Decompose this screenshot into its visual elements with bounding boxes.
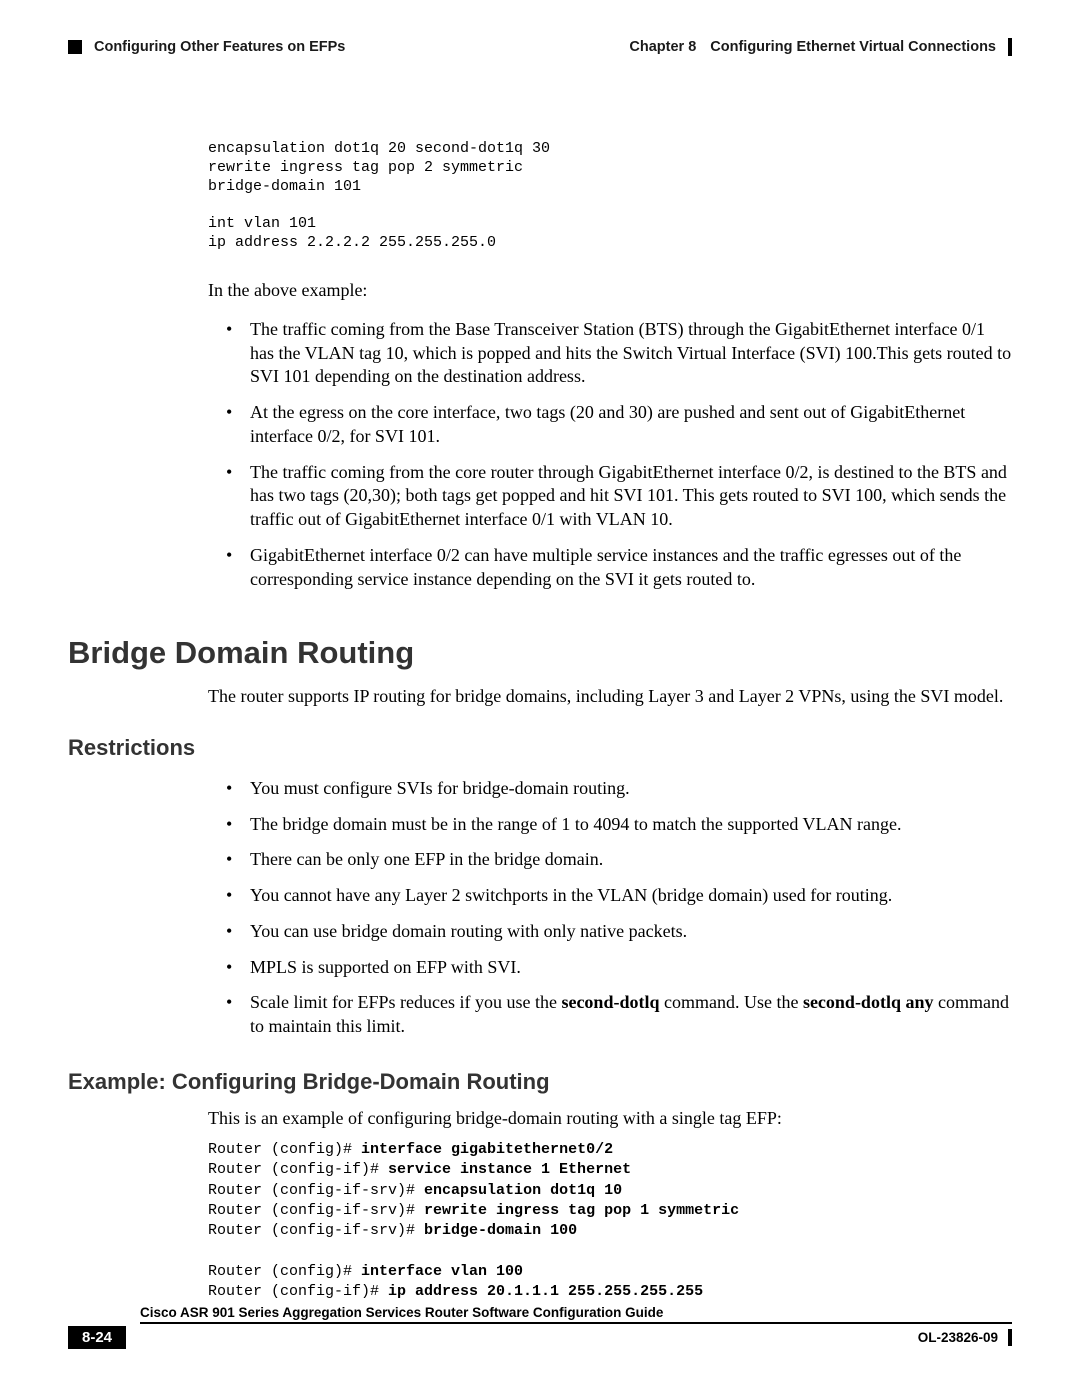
intro-paragraph: In the above example: bbox=[208, 279, 1012, 302]
cmd-line: Router (config-if)# ip address 20.1.1.1 … bbox=[208, 1282, 1012, 1302]
bullet-list-2: You must configure SVIs for bridge-domai… bbox=[226, 777, 1012, 1039]
bold-run: second-dotlq any bbox=[803, 992, 934, 1012]
list-item: The bridge domain must be in the range o… bbox=[226, 813, 1012, 837]
header-chapter: Chapter 8 Configuring Ethernet Virtual C… bbox=[629, 38, 1012, 56]
cmd-line: Router (config)# interface gigabitethern… bbox=[208, 1140, 1012, 1160]
page-header: Configuring Other Features on EFPs Chapt… bbox=[68, 38, 1012, 56]
text-run: Scale limit for EFPs reduces if you use … bbox=[250, 992, 561, 1012]
prompt: Router (config-if-srv)# bbox=[208, 1222, 424, 1239]
prompt: Router (config-if-srv)# bbox=[208, 1182, 424, 1199]
cmd: interface gigabitethernet0/2 bbox=[361, 1141, 613, 1158]
cmd: encapsulation dot1q 10 bbox=[424, 1182, 622, 1199]
heading-example: Example: Configuring Bridge-Domain Routi… bbox=[68, 1069, 1012, 1095]
page-footer: Cisco ASR 901 Series Aggregation Service… bbox=[68, 1305, 1012, 1349]
list-item: GigabitEthernet interface 0/2 can have m… bbox=[226, 544, 1012, 592]
cmd: interface vlan 100 bbox=[361, 1263, 523, 1280]
code-block-2: Router (config)# interface gigabitethern… bbox=[208, 1140, 1012, 1302]
cmd-line: Router (config-if-srv)# encapsulation do… bbox=[208, 1181, 1012, 1201]
chapter-label: Chapter 8 bbox=[629, 39, 696, 55]
code-block-1: encapsulation dot1q 20 second-dot1q 30 r… bbox=[208, 140, 1012, 253]
section-title: Configuring Other Features on EFPs bbox=[94, 39, 345, 55]
cmd-line: Router (config-if-srv)# bridge-domain 10… bbox=[208, 1221, 1012, 1241]
cmd-line: Router (config-if)# service instance 1 E… bbox=[208, 1160, 1012, 1180]
example-paragraph: This is an example of configuring bridge… bbox=[208, 1107, 1012, 1130]
bullet-list-1: The traffic coming from the Base Transce… bbox=[226, 318, 1012, 592]
cmd: bridge-domain 100 bbox=[424, 1222, 577, 1239]
bdr-paragraph: The router supports IP routing for bridg… bbox=[208, 685, 1012, 708]
header-section: Configuring Other Features on EFPs bbox=[68, 39, 345, 55]
page-content: encapsulation dot1q 20 second-dot1q 30 r… bbox=[68, 140, 1012, 1302]
section-marker-icon bbox=[68, 40, 82, 54]
list-item: MPLS is supported on EFP with SVI. bbox=[226, 956, 1012, 980]
doc-id: OL-23826-09 bbox=[918, 1329, 1012, 1346]
list-item: You must configure SVIs for bridge-domai… bbox=[226, 777, 1012, 801]
heading-bridge-domain-routing: Bridge Domain Routing bbox=[68, 635, 1012, 671]
chapter-title: Configuring Ethernet Virtual Connections bbox=[710, 39, 996, 55]
list-item: At the egress on the core interface, two… bbox=[226, 401, 1012, 449]
prompt: Router (config)# bbox=[208, 1141, 361, 1158]
prompt: Router (config-if-srv)# bbox=[208, 1202, 424, 1219]
list-item: The traffic coming from the Base Transce… bbox=[226, 318, 1012, 389]
bold-run: second-dotlq bbox=[561, 992, 659, 1012]
footer-bar-icon bbox=[1008, 1329, 1012, 1346]
page-number-badge: 8-24 bbox=[68, 1326, 126, 1349]
footer-guide-title: Cisco ASR 901 Series Aggregation Service… bbox=[140, 1305, 1012, 1320]
prompt: Router (config-if)# bbox=[208, 1283, 388, 1300]
cmd-line: Router (config)# interface vlan 100 bbox=[208, 1262, 1012, 1282]
list-item: There can be only one EFP in the bridge … bbox=[226, 848, 1012, 872]
cmd-line: Router (config-if-srv)# rewrite ingress … bbox=[208, 1201, 1012, 1221]
list-item: You can use bridge domain routing with o… bbox=[226, 920, 1012, 944]
prompt: Router (config)# bbox=[208, 1263, 361, 1280]
prompt: Router (config-if)# bbox=[208, 1161, 388, 1178]
cmd-line bbox=[208, 1241, 1012, 1261]
list-item: You cannot have any Layer 2 switchports … bbox=[226, 884, 1012, 908]
heading-restrictions: Restrictions bbox=[68, 735, 1012, 761]
doc-id-text: OL-23826-09 bbox=[918, 1330, 998, 1345]
header-bar-icon bbox=[1008, 38, 1012, 56]
cmd: ip address 20.1.1.1 255.255.255.255 bbox=[388, 1283, 703, 1300]
cmd: service instance 1 Ethernet bbox=[388, 1161, 631, 1178]
list-item: Scale limit for EFPs reduces if you use … bbox=[226, 991, 1012, 1039]
cmd: rewrite ingress tag pop 1 symmetric bbox=[424, 1202, 739, 1219]
text-run: command. Use the bbox=[659, 992, 802, 1012]
footer-rule bbox=[140, 1322, 1012, 1324]
list-item: The traffic coming from the core router … bbox=[226, 461, 1012, 532]
